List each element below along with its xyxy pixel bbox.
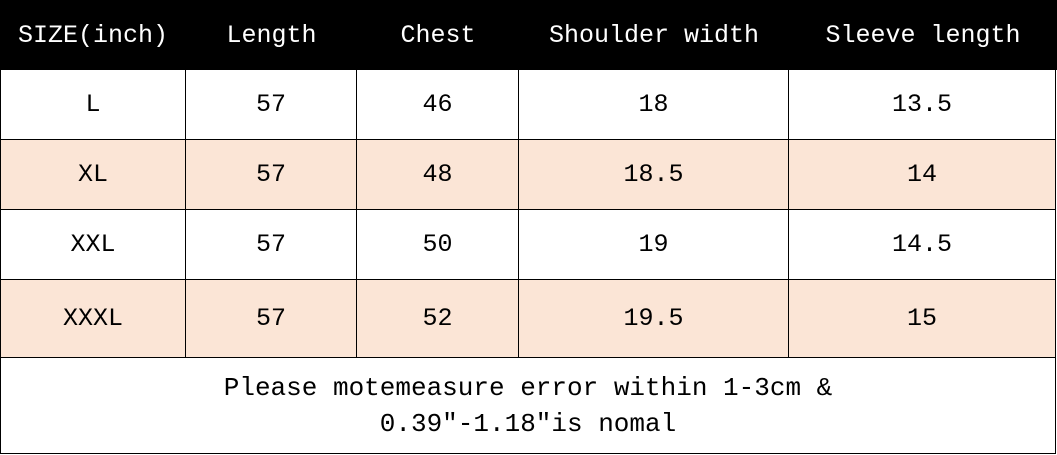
header-cell: Chest bbox=[357, 0, 519, 70]
table-cell: 18.5 bbox=[519, 140, 789, 210]
table-cell: 57 bbox=[186, 140, 357, 210]
footer-line: Please motemeasure error within 1-3cm & bbox=[223, 372, 833, 403]
header-cell: SIZE(inch) bbox=[0, 0, 186, 70]
table-cell: 19 bbox=[519, 210, 789, 280]
table-cell: 52 bbox=[357, 280, 519, 358]
table-cell: 13.5 bbox=[789, 70, 1056, 140]
table-cell: XL bbox=[0, 140, 186, 210]
header-cell: Shoulder width bbox=[519, 0, 789, 70]
table-cell: 46 bbox=[357, 70, 519, 140]
table-cell: XXXL bbox=[0, 280, 186, 358]
table-cell: 57 bbox=[186, 70, 357, 140]
table-cell: 15 bbox=[789, 280, 1056, 358]
table-cell: 48 bbox=[357, 140, 519, 210]
footer-line: 0.39″-1.18″is nomal bbox=[379, 408, 677, 439]
table-cell: XXL bbox=[0, 210, 186, 280]
table-cell: L bbox=[0, 70, 186, 140]
header-cell: Sleeve length bbox=[789, 0, 1057, 70]
table-cell: 18 bbox=[519, 70, 789, 140]
table-cell: 50 bbox=[357, 210, 519, 280]
table-cell: 57 bbox=[186, 280, 357, 358]
table-cell: 14 bbox=[789, 140, 1056, 210]
table-cell: 19.5 bbox=[519, 280, 789, 358]
table-cell: 57 bbox=[186, 210, 357, 280]
footer-note: Please motemeasure error within 1-3cm & … bbox=[0, 358, 1056, 454]
header-cell: Length bbox=[186, 0, 357, 70]
table-cell: 14.5 bbox=[789, 210, 1056, 280]
